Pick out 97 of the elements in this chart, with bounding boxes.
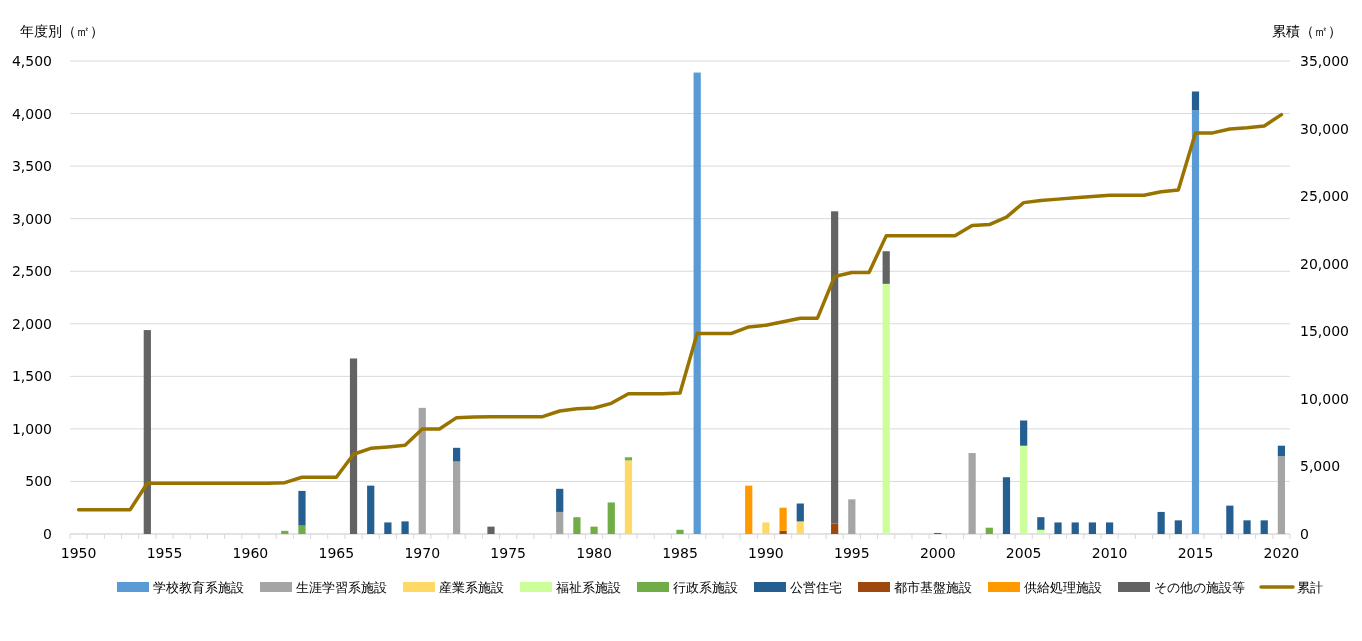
y2-tick-label: 5,000 [1300,458,1341,475]
y2-axis-title: 累積（㎡） [1272,23,1342,39]
bar [831,211,839,524]
bar [1054,522,1062,534]
y-tick-label: 2,000 [11,315,52,332]
y-tick-label: 3,000 [11,210,52,227]
y-tick-label: 3,500 [11,158,52,175]
bar [831,523,839,534]
y-tick-label: 2,500 [11,263,52,280]
bar [281,530,289,534]
bar [298,490,306,526]
y2-tick-label: 15,000 [1300,323,1349,340]
bar [453,461,461,534]
bar [143,330,151,534]
x-tick-label: 2000 [919,545,956,561]
bar [487,526,495,534]
bar [779,530,787,534]
bar [1277,456,1286,534]
legend-label: その他の施設等 [1154,580,1245,595]
bar [1157,511,1165,534]
y-tick-label: 4,500 [11,53,52,69]
x-tick-label: 1990 [748,545,784,561]
x-tick-label: 2015 [1177,545,1214,561]
legend-label: 公営住宅 [790,580,842,595]
bar [796,503,804,522]
legend-label: 産業系施設 [439,580,504,595]
bar [624,457,633,461]
bar [796,521,804,534]
bar [848,499,856,534]
bar [418,407,426,534]
bar [1037,529,1045,534]
bar [1020,420,1028,446]
bar [1174,520,1182,534]
bar [985,527,993,534]
y-tick-label: 1,000 [11,420,52,437]
bar [968,453,976,534]
bar [1020,445,1028,534]
bar [298,525,306,534]
y2-tick-label: 30,000 [1300,120,1349,137]
bar [556,511,564,534]
bar [349,358,358,534]
bar [1088,522,1097,534]
y2-tick-label: 20,000 [1300,255,1349,272]
x-tick-label: 1980 [576,545,612,561]
legend-label: 累計 [1297,580,1323,595]
bar [882,283,890,534]
bar [1105,522,1114,534]
bar [693,72,701,534]
x-tick-label: 2010 [1091,545,1128,561]
legend-label: 福祉系施設 [556,580,621,595]
bar [1191,91,1200,111]
y-tick-label: 4,000 [11,105,52,122]
legend-label: 学校教育系施設 [153,580,244,595]
x-tick-label: 1950 [60,545,97,561]
bar [1071,522,1079,534]
y2-tick-label: 25,000 [1300,188,1349,205]
bar [779,507,787,531]
bar [556,488,564,512]
legend-label: 供給処理施設 [1024,580,1102,595]
bar [453,447,461,462]
bar [1277,445,1286,457]
x-tick-label: 1960 [232,545,269,561]
bar [590,526,598,534]
x-tick-label: 2020 [1263,545,1300,561]
bar [607,502,615,534]
bar [1226,505,1234,534]
y-tick-label: 0 [43,526,52,542]
x-tick-label: 1965 [318,545,355,561]
x-tick-label: 1970 [404,545,441,561]
bar [401,521,409,534]
legend-label: 生涯学習系施設 [296,580,387,595]
y2-tick-label: 35,000 [1300,53,1349,69]
y2-tick-label: 10,000 [1300,390,1349,407]
bar [1037,517,1045,530]
bar [1260,520,1268,534]
x-tick-label: 1975 [490,545,526,561]
bar [1243,520,1251,534]
legend-label: 都市基盤施設 [894,580,972,595]
bar [1002,477,1011,534]
y-tick-label: 1,500 [11,368,52,385]
bar [882,251,890,284]
bar [573,517,581,534]
x-tick-label: 1985 [662,545,698,561]
bar [676,529,684,534]
bar [762,522,770,534]
bar [1191,110,1200,534]
bar [367,485,375,534]
x-tick-label: 1955 [146,545,183,561]
bar [745,485,753,534]
y-tick-label: 500 [25,473,52,490]
y-axis-title: 年度別（㎡） [20,23,104,39]
y2-tick-label: 0 [1300,526,1309,542]
x-tick-label: 1995 [834,545,870,561]
bar [384,522,392,534]
legend-label: 行政系施設 [673,580,738,595]
x-tick-label: 2005 [1005,545,1042,561]
bar [624,460,633,534]
